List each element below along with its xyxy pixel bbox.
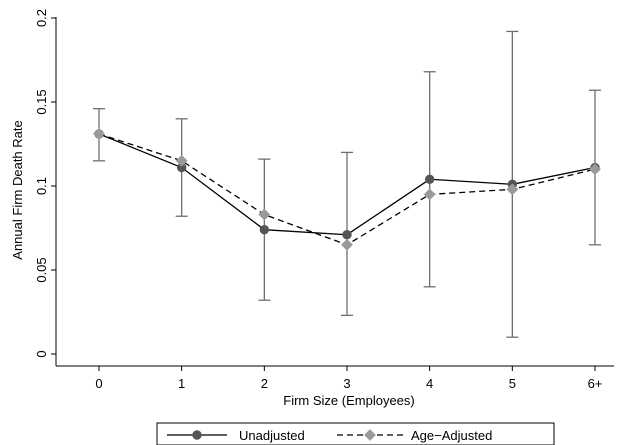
x-tick-label: 4 — [426, 376, 433, 391]
series-markers — [93, 128, 601, 251]
plot-area: 0 0.05 0.1 0.15 0.2 0 1 2 3 4 5 6+ — [34, 9, 614, 391]
x-tick-label: 0 — [95, 376, 102, 391]
legend-box — [156, 422, 555, 445]
y-tick-label: 0.2 — [34, 9, 49, 27]
data-point-unadjusted — [424, 174, 435, 184]
x-tick-label: 6+ — [588, 376, 603, 391]
x-tick-label: 5 — [509, 376, 516, 391]
x-tick-label: 1 — [178, 376, 185, 391]
y-tick-label: 0.1 — [34, 177, 49, 195]
data-point-age-adjusted — [93, 128, 105, 140]
legend: Unadjusted Age−Adjusted — [156, 422, 555, 445]
legend-label-unadjusted: Unadjusted — [239, 428, 305, 443]
data-point-age-adjusted — [423, 188, 436, 201]
legend-marker-age-adjusted — [364, 429, 376, 441]
x-axis-ticks: 0 1 2 3 4 5 6+ — [95, 366, 602, 391]
data-point-age-adjusted — [589, 163, 601, 176]
y-tick-label: 0.15 — [34, 89, 49, 114]
legend-marker-unadjusted — [192, 430, 202, 440]
y-tick-label: 0.05 — [34, 257, 49, 282]
x-tick-label: 3 — [343, 376, 350, 391]
data-point-age-adjusted — [506, 183, 519, 196]
data-point-age-adjusted — [341, 238, 353, 251]
x-tick-label: 2 — [261, 376, 268, 391]
x-axis-title: Firm Size (Employees) — [283, 393, 414, 408]
y-axis-ticks: 0 0.05 0.1 0.15 0.2 — [34, 9, 56, 358]
data-point-age-adjusted — [175, 154, 188, 167]
data-point-unadjusted — [342, 230, 352, 240]
data-point-unadjusted — [259, 224, 270, 235]
y-tick-label: 0 — [34, 350, 49, 357]
data-point-age-adjusted — [258, 208, 271, 221]
legend-label-age-adjusted: Age−Adjusted — [411, 428, 492, 443]
error-bars — [93, 30, 601, 338]
y-axis-title: Annual Firm Death Rate — [10, 120, 25, 259]
